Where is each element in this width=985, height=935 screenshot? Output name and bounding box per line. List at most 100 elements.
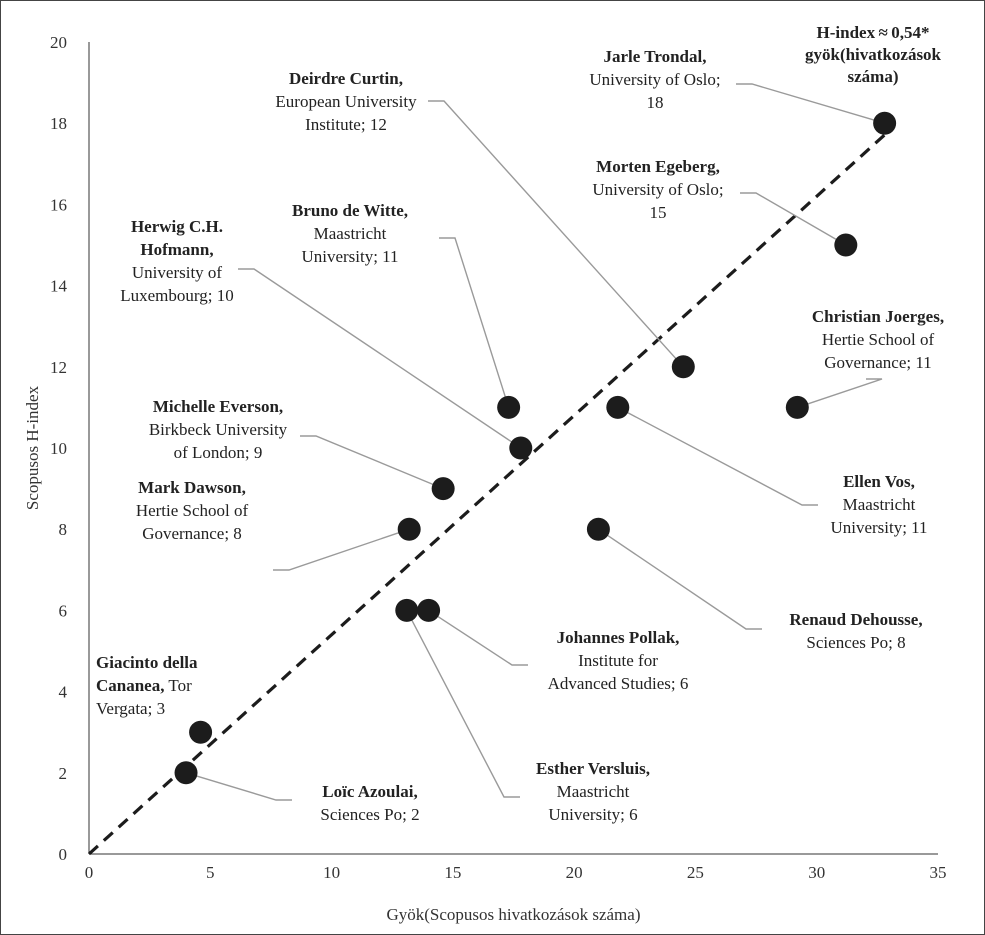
leader-lines — [185, 83, 885, 801]
leader-line — [617, 406, 818, 506]
data-point — [509, 436, 533, 460]
leader-line — [406, 610, 520, 798]
point-label-detail: Vergata; 3 — [96, 699, 165, 718]
data-point — [834, 233, 858, 257]
data-point — [497, 395, 521, 419]
leader-line — [439, 237, 510, 408]
point-label: Bruno de Witte, Maastricht University; 11 — [292, 201, 408, 266]
leader-line — [300, 435, 444, 490]
data-point — [785, 395, 809, 419]
y-tick-label: 12 — [50, 358, 67, 377]
data-point — [873, 111, 897, 135]
trendline-label-line: száma) — [848, 67, 899, 86]
data-point — [189, 720, 213, 744]
point-labels: Jarle Trondal, University of Oslo; 18 Deird… — [96, 23, 944, 824]
y-tick-label: 4 — [59, 683, 68, 702]
point-label: Christian Joerges, Hertie School of Govern… — [812, 307, 944, 372]
point-label-detail: 15 — [650, 203, 667, 222]
y-tick-label: 18 — [50, 114, 67, 133]
point-label-name: Loïc Azoulai, — [322, 782, 417, 801]
x-tick-label: 0 — [85, 863, 94, 882]
point-label-name: Renaud Dehousse, — [789, 610, 922, 629]
y-tick-label: 16 — [50, 195, 67, 214]
trendline-label-line: H-index ≈ 0,54* — [817, 23, 930, 42]
point-label: Ellen Vos, Maastricht University; 11 — [830, 472, 927, 537]
point-label: Jarle Trondal, University of Oslo; 18 — [589, 47, 720, 112]
point-label-name: Bruno de Witte, — [292, 201, 408, 220]
point-label: Morten Egeberg, University of Oslo; 15 — [592, 157, 723, 222]
axes: 0 5 10 15 20 25 30 35 0 2 4 6 8 10 12 14 16 18 20 — [50, 33, 947, 882]
point-label-name: Christian Joerges, — [812, 307, 944, 326]
point-label-name: Hofmann, — [140, 240, 213, 259]
point-label-name: Michelle Everson, — [153, 397, 283, 416]
x-axis-title: Gyök(Scopusos hivatkozások száma) — [386, 905, 640, 924]
trendline-label-line: gyök(hivatkozások — [805, 45, 942, 64]
leader-line — [273, 528, 410, 571]
point-label-name: Herwig C.H. — [131, 217, 223, 236]
point-label-name: Ellen Vos, — [843, 472, 915, 491]
y-tick-label: 10 — [50, 439, 67, 458]
point-label-detail: Maastricht — [843, 495, 916, 514]
point-label-name: Jarle Trondal, — [604, 47, 707, 66]
data-point — [174, 761, 198, 785]
x-tick-label: 35 — [930, 863, 947, 882]
point-label: Johannes Pollak, Institute for Advanced St… — [548, 628, 689, 693]
point-label-detail: Maastricht — [314, 224, 387, 243]
point-label: Giacinto della Cananea, Tor Vergata; 3 — [96, 653, 198, 718]
point-label-detail: University; 6 — [548, 805, 637, 824]
y-tick-label: 20 — [50, 33, 67, 52]
trendline-label: H-index ≈ 0,54* gyök(hivatkozások száma) — [805, 23, 942, 86]
point-label: Deirdre Curtin, European University Instit… — [275, 69, 417, 134]
leader-line — [736, 83, 885, 124]
point-label-detail: University of Oslo; — [592, 180, 723, 199]
point-label-detail: Maastricht — [557, 782, 630, 801]
point-label-name: Mark Dawson, — [138, 478, 246, 497]
data-point — [586, 517, 610, 541]
x-tick-label: 30 — [808, 863, 825, 882]
point-label: Esther Versluis, Maastricht University; 6 — [536, 759, 650, 824]
data-point — [606, 395, 630, 419]
point-label-detail: Hertie School of — [136, 501, 249, 520]
point-label-detail: Institute for — [578, 651, 658, 670]
x-tick-label: 10 — [323, 863, 340, 882]
point-label-detail: Advanced Studies; 6 — [548, 674, 689, 693]
x-tick-label: 5 — [206, 863, 215, 882]
data-point — [671, 355, 695, 379]
point-label-detail: European University — [275, 92, 417, 111]
data-point — [395, 598, 419, 622]
point-label: Mark Dawson, Hertie School of Governance; … — [136, 478, 249, 543]
point-label-name: Morten Egeberg, — [596, 157, 720, 176]
point-label: Loïc Azoulai, Sciences Po; 2 — [320, 782, 419, 824]
y-tick-label: 8 — [59, 520, 68, 539]
point-label-detail: Governance; 8 — [142, 524, 242, 543]
x-tick-label: 25 — [687, 863, 704, 882]
leader-line — [598, 528, 762, 630]
data-point — [431, 477, 455, 501]
leader-line — [238, 268, 522, 449]
point-label-name: Deirdre Curtin, — [289, 69, 403, 88]
point-label-detail: Sciences Po; 2 — [320, 805, 419, 824]
point-label-detail: University of — [132, 263, 223, 282]
leader-line — [797, 378, 883, 409]
point-label-detail: Luxembourg; 10 — [120, 286, 233, 305]
data-points — [174, 111, 897, 785]
point-label: Michelle Everson, Birkbeck University of L… — [149, 397, 288, 462]
leader-line — [740, 192, 847, 246]
point-label-detail: Institute; 12 — [305, 115, 387, 134]
point-label-detail: Governance; 11 — [824, 353, 931, 372]
x-tick-label: 20 — [566, 863, 583, 882]
point-label-name: Giacinto della — [96, 653, 198, 672]
y-tick-label: 0 — [59, 845, 68, 864]
point-label: Herwig C.H. Hofmann, University of Luxembou… — [120, 217, 233, 305]
point-label-detail: 18 — [647, 93, 664, 112]
y-tick-label: 14 — [50, 277, 68, 296]
data-point — [417, 598, 441, 622]
y-tick-label: 2 — [59, 764, 68, 783]
leader-line — [185, 772, 292, 801]
point-label-name: Esther Versluis, — [536, 759, 650, 778]
point-label-detail: University of Oslo; — [589, 70, 720, 89]
point-label-line: Cananea, Tor — [96, 676, 192, 695]
data-point — [397, 517, 421, 541]
